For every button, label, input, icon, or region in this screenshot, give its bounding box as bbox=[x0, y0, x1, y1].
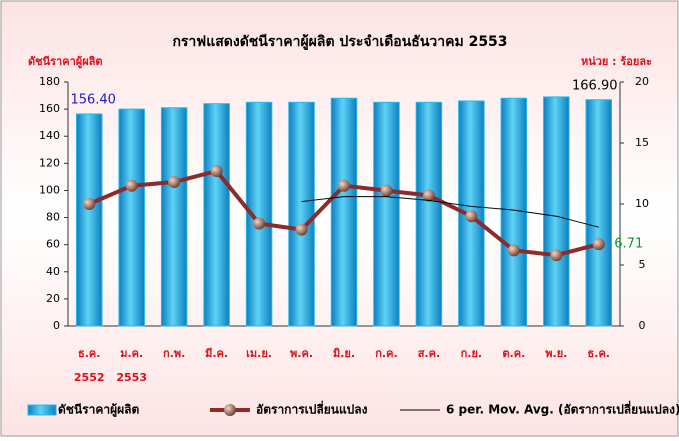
x-tick-label: ก.พ. bbox=[163, 347, 185, 360]
line-marker bbox=[507, 244, 520, 257]
y-tick-label: 20 bbox=[46, 292, 60, 305]
x-tick-label: ก.ค. bbox=[375, 347, 397, 360]
y-tick-label: 140 bbox=[39, 129, 60, 142]
bar bbox=[160, 107, 188, 327]
data-label: 156.40 bbox=[70, 92, 116, 107]
y-axis-label: ดัชนีราคาผู้ผลิต bbox=[28, 55, 103, 69]
y-tick-label: 120 bbox=[39, 156, 60, 169]
x-tick-label: 2553 bbox=[116, 371, 147, 384]
line-marker bbox=[83, 198, 96, 210]
bar bbox=[288, 101, 315, 327]
y-tick-label: 100 bbox=[39, 183, 60, 196]
line-marker bbox=[592, 238, 605, 251]
legend-label: 6 per. Mov. Avg. (อัตราการเปลี่ยนแปลง) bbox=[446, 401, 679, 417]
x-tick-label: ส.ค. bbox=[418, 347, 440, 360]
legend-swatch bbox=[224, 404, 236, 416]
chart-title: กราฟแสดงดัชนีราคาผู้ผลิต ประจำเดือนธันวา… bbox=[172, 34, 507, 50]
legend-label: อัตราการเปลี่ยนแปลง bbox=[256, 401, 368, 417]
bar bbox=[203, 103, 230, 327]
y-tick-label: 60 bbox=[46, 238, 60, 251]
x-tick-label: มิ.ย. bbox=[333, 347, 355, 360]
line-marker bbox=[210, 165, 223, 178]
y2-tick-label: 20 bbox=[635, 75, 649, 88]
data-label: 166.90 bbox=[572, 78, 618, 93]
line-marker bbox=[550, 249, 563, 262]
line-marker bbox=[422, 189, 435, 202]
y2-axis-label: หน่วย : ร้อยละ bbox=[581, 55, 652, 68]
bar bbox=[118, 108, 145, 327]
legend-swatch bbox=[27, 404, 57, 416]
y-tick-label: 80 bbox=[46, 211, 60, 224]
line-marker bbox=[295, 223, 308, 236]
bar bbox=[543, 96, 570, 327]
line-marker bbox=[380, 184, 393, 197]
bar bbox=[500, 97, 528, 327]
x-tick-label: มี.ค. bbox=[205, 347, 228, 360]
y-tick-label: 160 bbox=[39, 102, 60, 115]
x-tick-label: ก.ย. bbox=[461, 347, 482, 360]
line-marker bbox=[465, 210, 478, 223]
y2-tick-label: 15 bbox=[635, 136, 649, 149]
bar bbox=[330, 97, 358, 327]
bar bbox=[373, 101, 400, 327]
x-tick-label: ม.ค. bbox=[120, 347, 143, 360]
data-label: 6.71 bbox=[614, 237, 643, 252]
x-tick-label: 2552 bbox=[74, 371, 105, 384]
y2-tick-label: 5 bbox=[639, 258, 646, 271]
x-tick-label: เม.ย. bbox=[246, 347, 272, 360]
y-tick-label: 40 bbox=[46, 265, 60, 278]
bar bbox=[585, 99, 613, 327]
bar bbox=[415, 101, 443, 327]
line bbox=[301, 196, 599, 228]
line-marker bbox=[338, 179, 350, 192]
x-tick-label: ธ.ค. bbox=[588, 347, 610, 360]
legend-label: ดัชนีราคาผู้ผลิต bbox=[58, 403, 140, 418]
x-tick-label: พ.ย. bbox=[545, 347, 567, 360]
y-tick-label: 180 bbox=[39, 75, 60, 88]
bar bbox=[75, 113, 103, 327]
y2-tick-label: 0 bbox=[639, 319, 646, 332]
y2-tick-label: 10 bbox=[635, 197, 649, 210]
line-marker bbox=[168, 176, 181, 189]
x-tick-label: ธ.ค. bbox=[78, 347, 100, 360]
line-marker bbox=[125, 179, 138, 192]
x-tick-label: ต.ค. bbox=[502, 347, 525, 360]
line-marker bbox=[253, 217, 266, 230]
x-tick-label: พ.ค. bbox=[290, 347, 313, 360]
y-tick-label: 0 bbox=[53, 319, 60, 332]
